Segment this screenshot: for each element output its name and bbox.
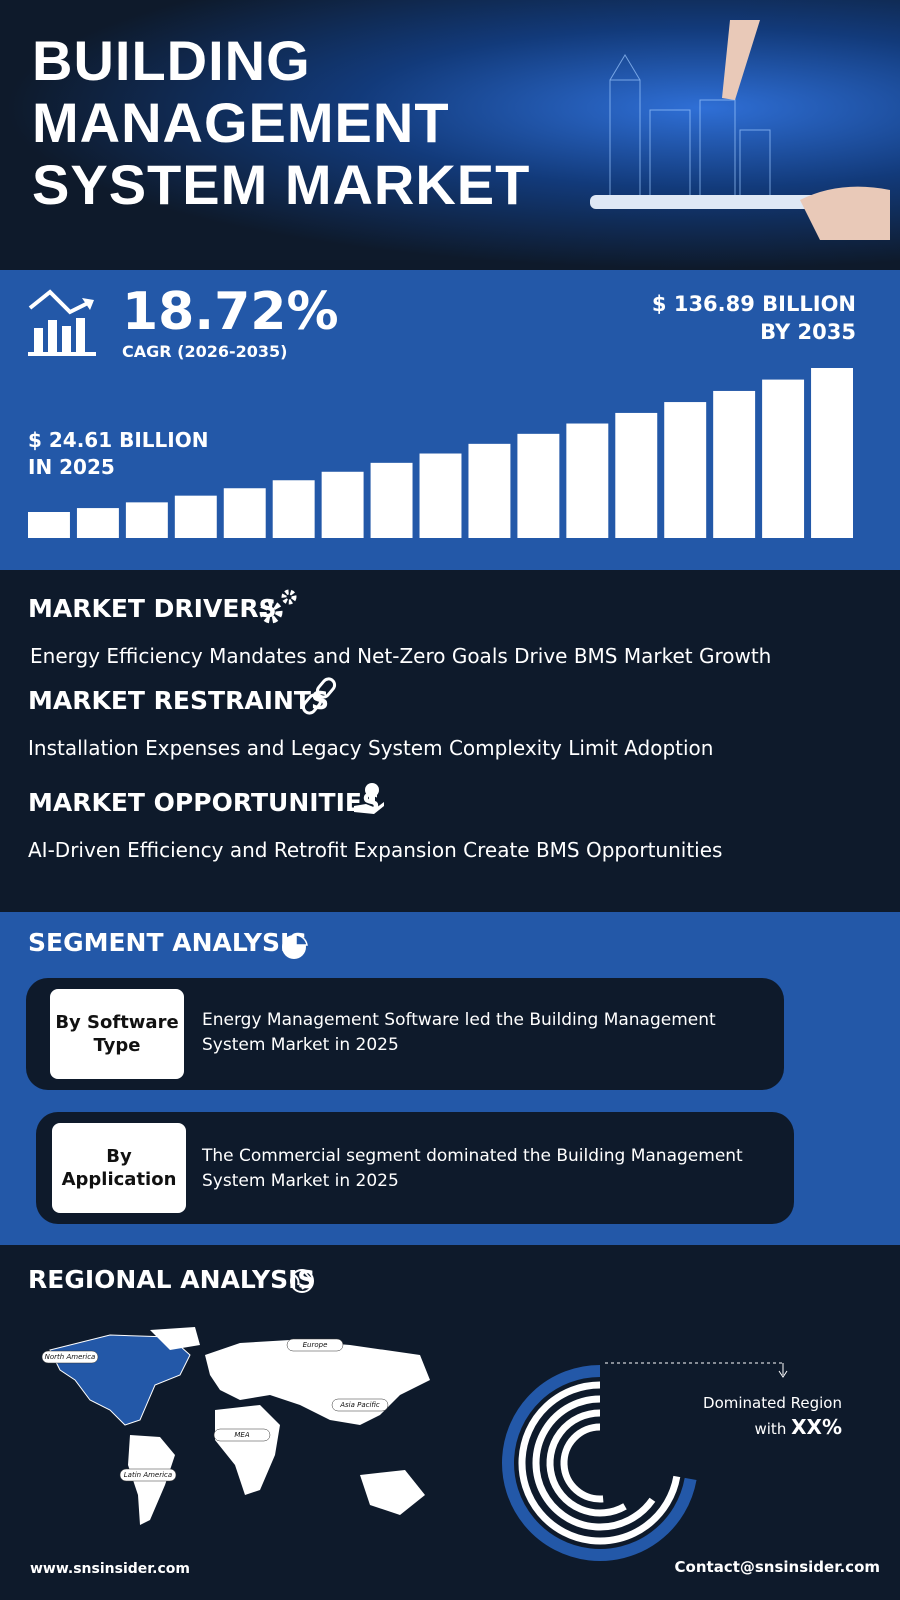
segment-heading: SEGMENT ANALYSIS — [28, 928, 308, 957]
growth-section: 18.72% CAGR (2026-2035) $ 136.89 BILLION… — [0, 270, 900, 570]
end-value-line: BY 2035 — [760, 320, 856, 344]
opportunities-text: AI-Driven Efficiency and Retrofit Expans… — [28, 838, 723, 862]
decor-bar — [615, 412, 658, 538]
footer-contact: Contact@snsinsider.com — [674, 1558, 880, 1576]
decor-bar — [223, 488, 266, 538]
segment-text: Energy Management Software led the Build… — [202, 1010, 716, 1055]
regional-section: REGIONAL ANALYSIS North America Europe Asi… — [0, 1245, 900, 1600]
dominated-region: Dominated Region with XX% — [703, 1391, 842, 1441]
growth-icon — [28, 289, 96, 356]
start-value-line: IN 2025 — [28, 455, 115, 479]
dominated-share: XX% — [791, 1415, 842, 1439]
decor-bar — [272, 480, 315, 538]
decor-bar — [321, 471, 364, 538]
segment-label: By Application — [52, 1123, 186, 1213]
drivers-heading: MARKET DRIVERS — [28, 594, 277, 623]
ring — [518, 1381, 681, 1545]
decor-bar — [174, 495, 217, 538]
globe-icon — [290, 1269, 314, 1293]
dominated-label: Dominated Region — [703, 1394, 842, 1412]
decor-bar — [811, 368, 853, 538]
decor-bar — [125, 502, 168, 538]
map-label-box — [213, 1428, 271, 1442]
decor-bar — [713, 390, 756, 538]
map-label-box — [119, 1468, 177, 1482]
decor-bar — [468, 443, 511, 538]
map-label: Asia Pacific — [339, 1401, 380, 1409]
map-label-box — [41, 1350, 99, 1364]
drivers-text: Energy Efficiency Mandates and Net-Zero … — [30, 644, 772, 668]
opportunities-heading: MARKET OPPORTUNITIES — [28, 788, 380, 817]
ring — [532, 1395, 656, 1531]
decor-bar — [762, 379, 805, 538]
decor-bar — [566, 423, 609, 538]
pie-icon — [282, 934, 308, 959]
region-rings — [502, 1362, 788, 1561]
decor-bar — [76, 508, 119, 538]
segment-label: By Software Type — [50, 989, 184, 1079]
cagr-value: 18.72% — [122, 282, 339, 342]
map-label: Europe — [303, 1341, 328, 1349]
decor-bar — [517, 433, 560, 538]
header: BUILDING MANAGEMENT SYSTEM MARKET — [0, 0, 900, 270]
title-line: BUILDING — [32, 29, 311, 92]
title: BUILDING MANAGEMENT SYSTEM MARKET — [32, 30, 530, 216]
end-value-line: $ 136.89 BILLION — [651, 292, 856, 316]
decor-bar — [370, 462, 413, 538]
footer-website: www.snsinsider.com — [30, 1561, 191, 1577]
map-label-box — [286, 1338, 344, 1352]
decor-bar — [664, 402, 707, 538]
map-label: Latin America — [124, 1471, 172, 1479]
dynamics-section: MARKET DRIVERS Energy Efficiency Mandate… — [0, 570, 900, 912]
start-value: $ 24.61 BILLION IN 2025 — [28, 427, 208, 481]
restraints-heading: MARKET RESTRAINTS — [28, 686, 329, 715]
header-illustration — [590, 20, 890, 240]
segment-text: The Commercial segment dominated the Bui… — [202, 1146, 743, 1191]
end-value: $ 136.89 BILLION BY 2035 — [652, 290, 856, 346]
map-label-box — [331, 1398, 389, 1412]
ring — [546, 1409, 627, 1517]
decor-bar — [28, 512, 70, 538]
segment-card: By Software Type Energy Management Softw… — [26, 978, 784, 1090]
segment-section: SEGMENT ANALYSIS By Software Type Energy… — [0, 912, 900, 1245]
cagr-label: CAGR (2026-2035) — [122, 342, 288, 361]
segment-card: By Application The Commercial segment do… — [36, 1112, 794, 1224]
title-line: SYSTEM MARKET — [32, 153, 531, 216]
link-icon — [302, 677, 337, 715]
ring — [502, 1365, 697, 1561]
ring — [560, 1423, 604, 1503]
idea-icon — [354, 783, 384, 814]
dominated-with: with — [754, 1420, 787, 1438]
growth-bars — [28, 368, 853, 538]
title-line: MANAGEMENT — [32, 91, 450, 154]
world-map: North America Europe Asia Pacific MEA Latin … — [41, 1327, 430, 1525]
start-value-line: $ 24.61 BILLION — [28, 428, 209, 452]
map-label: MEA — [234, 1431, 249, 1439]
regional-heading: REGIONAL ANALYSIS — [28, 1265, 316, 1294]
map-label: North America — [45, 1353, 96, 1361]
restraints-text: Installation Expenses and Legacy System … — [28, 736, 714, 760]
decor-bar — [419, 453, 462, 538]
gears-icon — [259, 589, 297, 624]
